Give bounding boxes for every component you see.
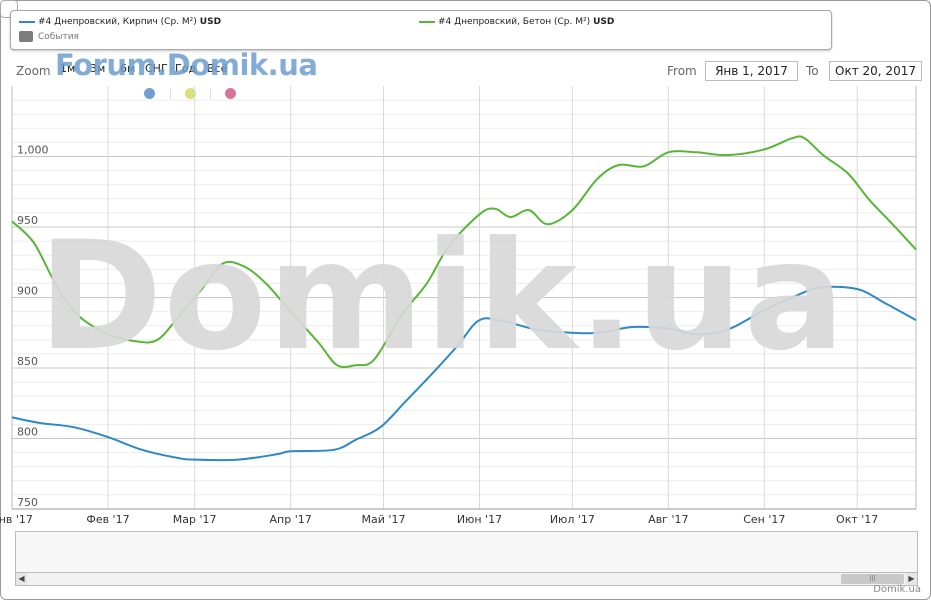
chart-legend: #4 Днепровский, Кирпич (Ср. M²) USD #4 Дн… [10, 10, 832, 50]
x-tick-label: Июл '17 [550, 513, 595, 526]
brick-line-swatch [19, 20, 35, 23]
legend-item-events[interactable]: События [19, 31, 79, 42]
credit-label: Domik.ua [873, 584, 921, 595]
x-tick-label: Апр '17 [270, 513, 312, 526]
flag-separator [170, 88, 171, 99]
to-label: To [806, 64, 819, 78]
from-label: From [667, 64, 697, 78]
zoom-ytd-button[interactable]: СНГ [145, 62, 168, 75]
scroll-right-arrow-icon[interactable]: ▶ [906, 573, 917, 585]
y-tick-label: 900 [17, 285, 38, 298]
range-scrollbar[interactable]: ◀ ||| ▶ [15, 572, 918, 586]
y-tick-label: 850 [17, 355, 38, 368]
event-flags [140, 88, 250, 100]
blue-flag-icon[interactable] [144, 88, 155, 99]
y-tick-label: 750 [17, 496, 38, 509]
yellow-flag-icon[interactable] [185, 88, 196, 99]
x-tick-label: Июн '17 [457, 513, 502, 526]
x-tick-label: Май '17 [362, 513, 406, 526]
zoom-1m-button[interactable]: 1м [60, 62, 76, 75]
x-tick-label: Авг '17 [648, 513, 688, 526]
legend-events-label: События [38, 32, 79, 42]
x-tick-label: Фев '17 [86, 513, 129, 526]
scrollbar-thumb[interactable]: ||| [841, 574, 904, 584]
zoom-3m-button[interactable]: 3м [90, 62, 106, 75]
legend-item-brick[interactable]: #4 Днепровский, Кирпич (Ср. M²) USD [19, 17, 221, 27]
y-tick-label: 1,000 [17, 144, 49, 157]
zoom-label: Zoom [16, 64, 51, 78]
forum-watermark: Forum.Domik.ua [55, 48, 318, 82]
to-date-input[interactable]: Окт 20, 2017 [829, 61, 922, 81]
x-tick-label: Сен '17 [743, 513, 785, 526]
flag-separator [210, 88, 211, 99]
x-tick-label: Окт '17 [836, 513, 878, 526]
from-date-input[interactable]: Янв 1, 2017 [705, 61, 798, 81]
zoom-all-button[interactable]: Всё [207, 62, 228, 75]
concrete-price-line [11, 135, 917, 369]
zoom-year-button[interactable]: Год [175, 62, 197, 75]
legend-concrete-currency: USD [593, 17, 615, 27]
zoom-6m-button[interactable]: 6м [120, 62, 136, 75]
x-tick-label: Янв '17 [0, 513, 33, 526]
brick-price-line [11, 285, 917, 462]
pink-flag-icon[interactable] [225, 88, 236, 99]
events-swatch [19, 31, 33, 42]
legend-concrete-label: #4 Днепровский, Бетон (Ср. M²) [438, 17, 591, 27]
concrete-line-swatch [419, 20, 435, 23]
legend-brick-currency: USD [199, 17, 222, 27]
legend-brick-label: #4 Днепровский, Кирпич (Ср. M²) [38, 17, 197, 27]
y-tick-label: 800 [17, 426, 38, 439]
navigator-panel[interactable] [15, 531, 918, 573]
legend-item-concrete[interactable]: #4 Днепровский, Бетон (Ср. M²) USD [419, 17, 614, 27]
x-tick-label: Мар '17 [173, 513, 217, 526]
y-tick-label: 950 [17, 214, 38, 227]
scroll-left-arrow-icon[interactable]: ◀ [16, 573, 27, 585]
